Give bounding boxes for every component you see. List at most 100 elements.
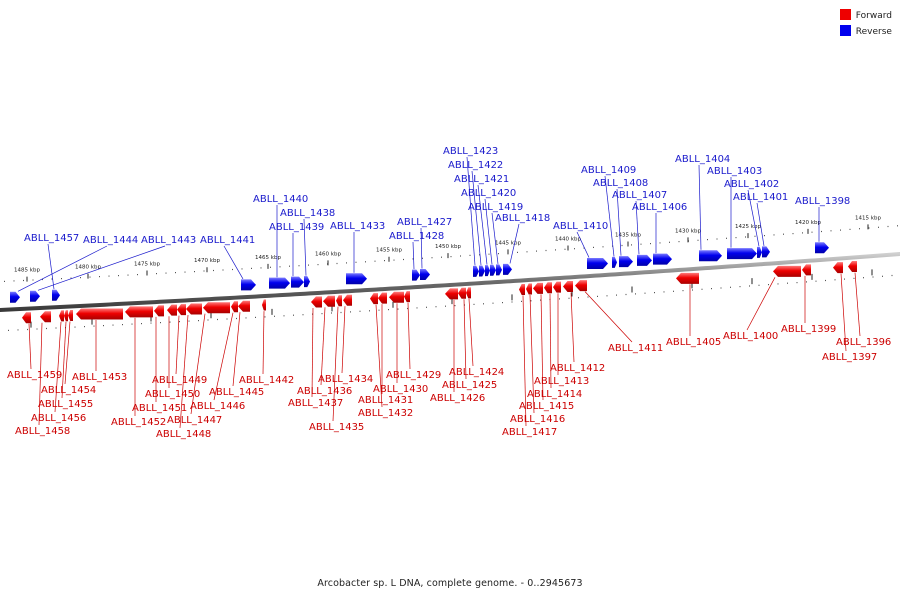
scale-dot xyxy=(663,291,665,293)
scale-dot xyxy=(678,241,680,243)
scale-dot xyxy=(245,317,247,319)
gene-label-abll-1399: ABLL_1399 xyxy=(781,324,836,335)
gene-labels: ABLL_1459 ABLL_1458 ABLL_1457 ABLL_1456 ABLL… xyxy=(7,146,891,440)
gene-feature-abll-1451 xyxy=(154,305,164,317)
leader-line-abll-1419 xyxy=(491,212,499,264)
gene-feature-abll-1425 xyxy=(458,287,466,299)
scale-dot xyxy=(331,312,332,314)
leader-line-abll-1404 xyxy=(698,164,702,250)
gene-label-abll-1445: ABLL_1445 xyxy=(209,387,264,398)
scale-dot xyxy=(441,256,442,258)
kbp-label: 1415 kbp xyxy=(855,215,881,221)
scale-dot xyxy=(55,327,57,329)
scale-dot xyxy=(226,318,228,320)
gene-label-abll-1456: ABLL_1456 xyxy=(31,413,86,424)
scale-dot xyxy=(583,247,585,249)
gene-feature-abll-1419 xyxy=(496,264,502,276)
gene-feature-abll-1411 xyxy=(575,280,587,292)
gene-feature-abll-1456 xyxy=(59,310,64,322)
leader-line-abll-1455 xyxy=(61,321,67,399)
scale-dot xyxy=(89,276,91,278)
gene-feature-abll-1450 xyxy=(167,304,177,316)
gene-label-abll-1428: ABLL_1428 xyxy=(389,231,444,242)
scale-dot xyxy=(555,249,556,251)
gene-feature-abll-1432 xyxy=(370,293,378,305)
leader-line-abll-1420 xyxy=(484,198,493,265)
scale-dot xyxy=(777,283,779,285)
gene-feature-abll-1443 xyxy=(30,290,40,302)
scale-dot xyxy=(274,315,275,317)
scale-dot xyxy=(821,230,822,233)
leader-line-abll-1446 xyxy=(213,312,234,401)
gene-label-abll-1458: ABLL_1458 xyxy=(15,426,70,437)
gene-label-abll-1411: ABLL_1411 xyxy=(608,343,663,354)
gene-label-abll-1437: ABLL_1437 xyxy=(288,398,343,409)
scale-dot xyxy=(222,269,224,271)
scale-dot xyxy=(270,266,271,268)
gene-label-abll-1404: ABLL_1404 xyxy=(675,154,730,165)
gene-label-abll-1423: ABLL_1423 xyxy=(443,146,498,157)
gene-label-abll-1459: ABLL_1459 xyxy=(7,370,62,381)
gene-feature-abll-1410 xyxy=(587,257,608,269)
scale-dot xyxy=(897,225,898,227)
gene-feature-abll-1398 xyxy=(815,242,829,254)
gene-feature-abll-1396 xyxy=(848,261,857,273)
scale-dot xyxy=(711,288,712,290)
gene-feature-abll-1402 xyxy=(757,246,762,258)
scale-dot xyxy=(682,290,684,292)
scale-dot xyxy=(872,276,874,278)
gene-label-abll-1436: ABLL_1436 xyxy=(297,386,352,397)
gene-label-abll-1422: ABLL_1422 xyxy=(448,160,503,171)
leader-line-abll-1424 xyxy=(468,298,474,367)
scale-dot xyxy=(198,320,199,322)
leader-line-abll-1441 xyxy=(223,245,244,280)
scale-dot xyxy=(350,311,351,313)
scale-dot xyxy=(521,300,522,302)
gene-label-abll-1452: ABLL_1452 xyxy=(111,417,166,428)
scale-dot xyxy=(51,278,53,280)
scale-dot xyxy=(46,327,47,330)
gene-feature-abll-1414 xyxy=(544,282,552,294)
scale-dot xyxy=(834,279,836,281)
gene-label-abll-1407: ABLL_1407 xyxy=(612,190,667,201)
gene-label-abll-1441: ABLL_1441 xyxy=(200,235,255,246)
leader-line-abll-1423 xyxy=(466,156,476,266)
scale-dot xyxy=(811,231,813,233)
gene-feature-abll-1436 xyxy=(323,295,335,307)
scale-dot xyxy=(32,279,34,281)
scale-dot xyxy=(412,258,414,260)
leader-line-abll-1438 xyxy=(303,218,307,276)
scale-dot xyxy=(502,302,503,304)
scale-dot xyxy=(792,233,794,235)
scale-dot xyxy=(492,302,494,304)
scale-dot xyxy=(336,262,338,265)
leader-line-abll-1444 xyxy=(17,245,108,292)
gene-label-abll-1434: ABLL_1434 xyxy=(318,374,373,385)
scale-dot xyxy=(80,277,81,279)
gene-label-abll-1427: ABLL_1427 xyxy=(397,217,452,228)
leader-line-abll-1412 xyxy=(570,292,575,363)
scale-dot xyxy=(283,315,285,317)
gene-label-abll-1413: ABLL_1413 xyxy=(534,376,589,387)
gene-feature-abll-1408 xyxy=(619,256,633,268)
gene-label-abll-1401: ABLL_1401 xyxy=(733,192,788,203)
gene-feature-abll-1449 xyxy=(177,304,186,316)
leader-line-abll-1437 xyxy=(311,307,314,398)
scale-dot xyxy=(369,310,370,312)
scale-dot xyxy=(450,256,452,258)
kbp-label: 1445 kbp xyxy=(495,240,521,246)
scale-dot xyxy=(787,282,788,284)
leader-line-abll-1447 xyxy=(190,313,206,415)
scale-dot xyxy=(768,284,769,286)
gene-feature-abll-1435 xyxy=(336,295,342,307)
gene-label-abll-1450: ABLL_1450 xyxy=(145,389,200,400)
scale-dot xyxy=(308,264,309,266)
kbp-label: 1455 kbp xyxy=(376,248,402,254)
scale-dot xyxy=(578,297,579,299)
leader-line-abll-1408 xyxy=(616,188,622,256)
legend-item-reverse: Reverse xyxy=(839,25,892,41)
scale-dot xyxy=(236,317,237,320)
leader-line-abll-1442 xyxy=(262,311,265,375)
scale-dot xyxy=(669,241,670,243)
gene-label-abll-1453: ABLL_1453 xyxy=(72,372,127,383)
